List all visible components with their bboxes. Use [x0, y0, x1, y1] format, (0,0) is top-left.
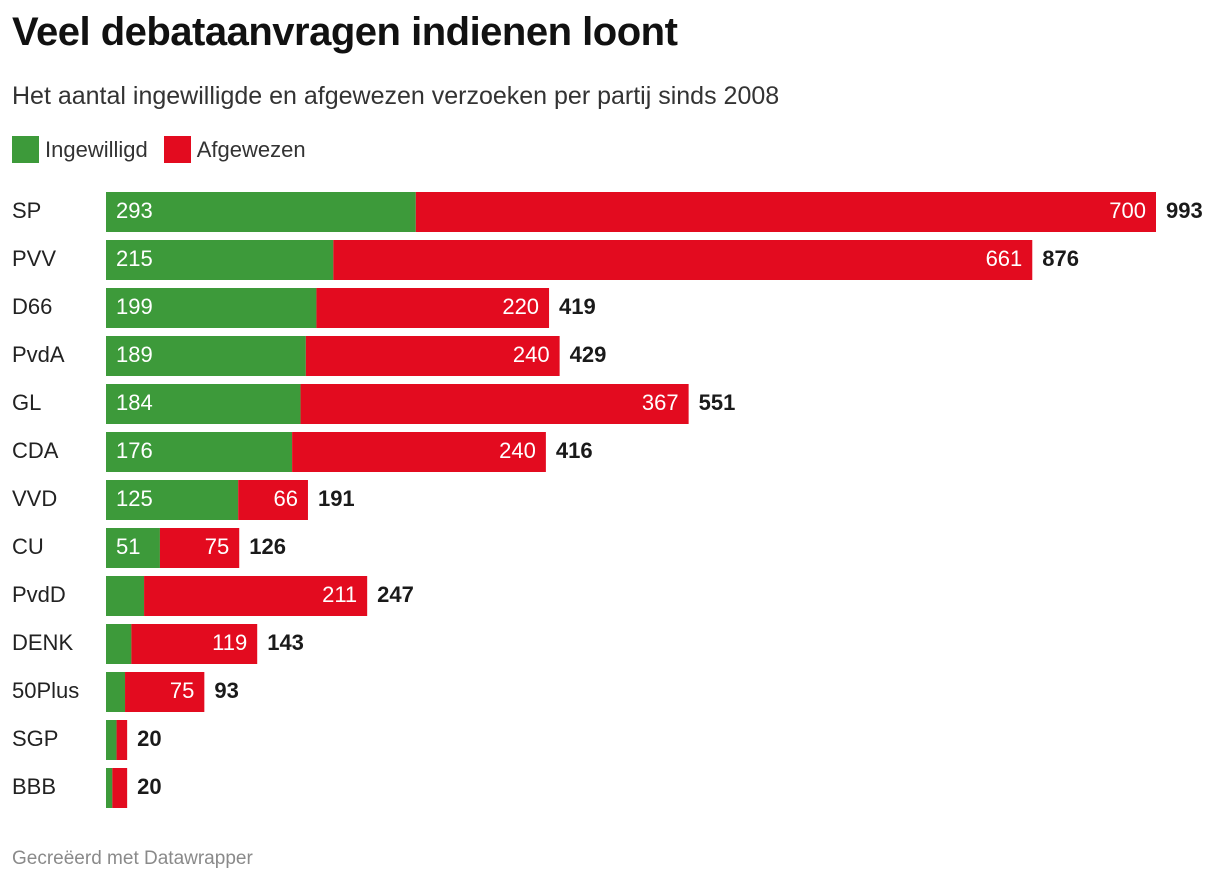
total-label: 93	[214, 678, 238, 703]
credit-text: Gecreëerd met Datawrapper	[12, 848, 253, 869]
data-label-afgewezen: 211	[322, 582, 357, 607]
category-label: SP	[12, 198, 41, 223]
data-label-ingewilligd: 176	[116, 438, 153, 463]
bar-segment-ingewilligd	[106, 720, 117, 760]
bar-segment-ingewilligd	[106, 384, 301, 424]
total-label: 429	[570, 342, 607, 367]
total-label: 993	[1166, 198, 1203, 223]
bar-segment-ingewilligd	[106, 432, 293, 472]
chart-subtitle: Het aantal ingewilligde en afgewezen ver…	[12, 82, 780, 110]
bar-segment-afgewezen	[333, 240, 1033, 280]
data-label-afgewezen: 119	[212, 630, 247, 655]
data-label-ingewilligd: 199	[116, 294, 153, 319]
bar-segment-ingewilligd	[106, 336, 306, 376]
legend-label-ingewilligd: Ingewilligd	[45, 136, 148, 162]
total-label: 126	[249, 534, 286, 559]
data-label-afgewezen: 661	[986, 246, 1023, 271]
bar-segment-ingewilligd	[106, 192, 416, 232]
data-label-afgewezen: 240	[499, 438, 536, 463]
category-label: PVV	[12, 246, 56, 271]
data-label-afgewezen: 700	[1109, 198, 1146, 223]
bar-segment-ingewilligd	[106, 288, 317, 328]
legend-item-afgewezen: Afgewezen	[163, 136, 306, 163]
data-label-afgewezen: 75	[205, 534, 229, 559]
category-label: PvdA	[12, 342, 65, 367]
bar-segment-afgewezen	[305, 336, 560, 376]
data-label-afgewezen: 367	[642, 390, 679, 415]
category-label: PvdD	[12, 582, 66, 607]
data-label-ingewilligd: 51	[116, 534, 140, 559]
legend-swatch-ingewilligd	[12, 136, 39, 163]
data-label-ingewilligd: 189	[116, 342, 153, 367]
category-label: SGP	[12, 726, 58, 751]
data-label-ingewilligd: 293	[116, 198, 153, 223]
bar-segment-afgewezen	[112, 768, 128, 808]
bar-segment-ingewilligd	[106, 768, 113, 808]
bar-segment-ingewilligd	[106, 528, 160, 568]
bar-segment-afgewezen	[116, 720, 128, 760]
bar-segment-afgewezen	[238, 480, 308, 520]
bar-segment-ingewilligd	[106, 240, 334, 280]
data-label-ingewilligd: 184	[116, 390, 153, 415]
total-label: 551	[699, 390, 736, 415]
legend-item-ingewilligd: Ingewilligd	[12, 136, 148, 163]
category-label: GL	[12, 390, 41, 415]
bar-segment-afgewezen	[415, 192, 1156, 232]
bar-segment-afgewezen	[131, 624, 258, 664]
data-label-ingewilligd: 215	[116, 246, 153, 271]
total-label: 416	[556, 438, 593, 463]
stacked-bar-chart: SP 293 700 993 PVV 215 661 876 D66 199 220 419 PvdA 1…	[12, 192, 1203, 808]
data-label-afgewezen: 75	[170, 678, 194, 703]
bar-segment-afgewezen	[300, 384, 689, 424]
category-label: 50Plus	[12, 678, 79, 703]
total-label: 143	[267, 630, 304, 655]
bar-segment-ingewilligd	[106, 624, 132, 664]
chart-title: Veel debataanvragen indienen loont	[12, 10, 678, 54]
legend: Ingewilligd Afgewezen	[12, 136, 306, 163]
bar-segment-afgewezen	[144, 576, 368, 616]
bar-segment-afgewezen	[316, 288, 550, 328]
bar-segment-afgewezen	[125, 672, 205, 712]
total-label: 247	[377, 582, 414, 607]
category-label: CU	[12, 534, 44, 559]
data-label-afgewezen: 240	[513, 342, 550, 367]
total-label: 191	[318, 486, 355, 511]
data-label-afgewezen: 66	[273, 486, 297, 511]
bar-segment-ingewilligd	[106, 480, 239, 520]
bar-segment-ingewilligd	[106, 576, 145, 616]
total-label: 20	[137, 726, 161, 751]
data-label-afgewezen: 220	[502, 294, 539, 319]
total-label: 419	[559, 294, 596, 319]
category-label: DENK	[12, 630, 73, 655]
total-label: 20	[137, 774, 161, 799]
category-label: D66	[12, 294, 52, 319]
total-label: 876	[1042, 246, 1079, 271]
legend-swatch-afgewezen	[163, 136, 191, 163]
category-label: CDA	[12, 438, 59, 463]
category-label: VVD	[12, 486, 57, 511]
bar-segment-ingewilligd	[106, 672, 126, 712]
bar-segment-afgewezen	[292, 432, 546, 472]
bar-segment-afgewezen	[159, 528, 240, 568]
legend-label-afgewezen: Afgewezen	[196, 136, 306, 162]
data-label-ingewilligd: 125	[116, 486, 153, 511]
category-label: BBB	[12, 774, 56, 799]
